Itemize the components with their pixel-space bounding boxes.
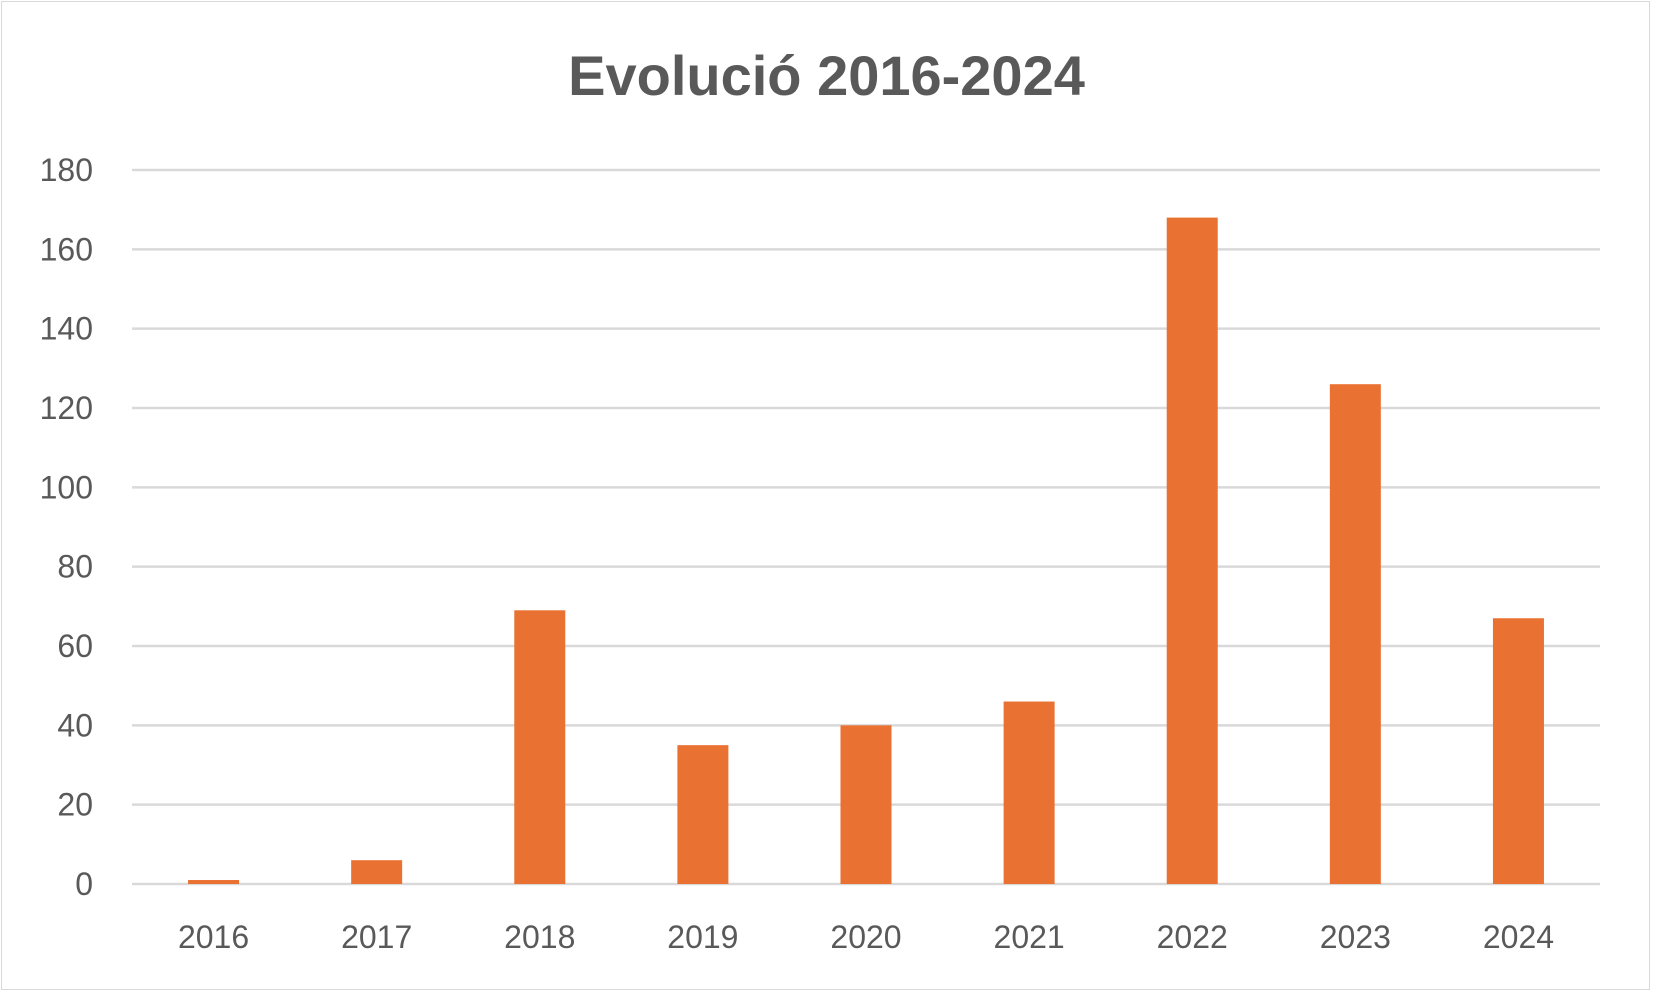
y-tick-label: 80 — [57, 549, 93, 585]
x-tick-label: 2021 — [994, 919, 1065, 955]
y-tick-label: 40 — [57, 707, 93, 743]
x-axis-tick-labels: 2016 2017 2018 2019 2020 2021 2022 2023 2024 — [178, 919, 1554, 955]
x-tick-label: 2024 — [1483, 919, 1554, 955]
y-tick-label: 20 — [57, 787, 93, 823]
y-tick-label: 60 — [57, 628, 93, 664]
y-tick-label: 100 — [40, 469, 93, 505]
y-tick-label: 0 — [75, 866, 93, 902]
bar-2019 — [677, 745, 729, 884]
y-tick-label: 120 — [40, 390, 93, 426]
y-tick-label: 160 — [40, 231, 93, 267]
bar-2023 — [1329, 384, 1381, 884]
bar-2016 — [188, 880, 240, 884]
y-tick-label: 140 — [40, 311, 93, 347]
bar-2018 — [514, 610, 566, 884]
bar-2022 — [1166, 217, 1218, 885]
x-tick-label: 2022 — [1157, 919, 1228, 955]
x-tick-label: 2016 — [178, 919, 249, 955]
bar-2020 — [840, 725, 892, 884]
x-tick-label: 2018 — [504, 919, 575, 955]
x-tick-label: 2020 — [830, 919, 901, 955]
chart-title: Evolució 2016-2024 — [568, 44, 1085, 107]
bar-2017 — [351, 860, 403, 884]
x-tick-label: 2017 — [341, 919, 412, 955]
bar-2021 — [1003, 701, 1055, 884]
x-tick-label: 2023 — [1320, 919, 1391, 955]
x-tick-label: 2019 — [667, 919, 738, 955]
y-tick-label: 180 — [40, 152, 93, 188]
bar-2024 — [1492, 618, 1544, 884]
bars — [188, 217, 1544, 885]
y-axis-tick-labels: 0 20 40 60 80 100 120 140 160 180 — [40, 152, 93, 902]
